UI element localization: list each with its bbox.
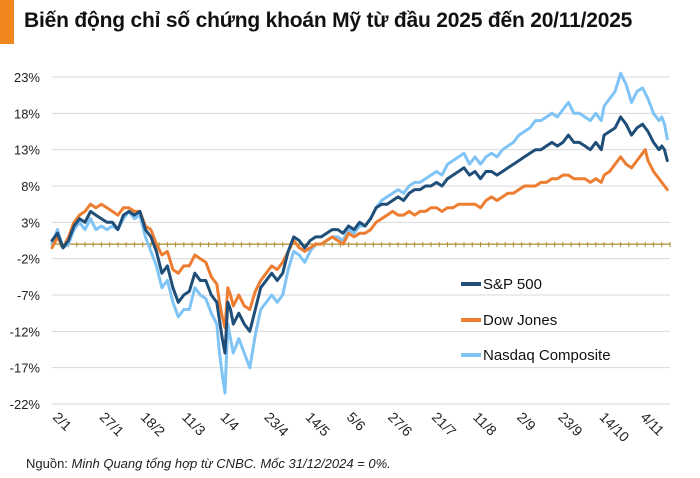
- x-tick-label: 11/3: [179, 409, 209, 439]
- y-tick-label: 13%: [14, 143, 40, 158]
- x-tick-label: 2/1: [50, 409, 75, 434]
- y-tick-label: 8%: [21, 179, 40, 194]
- legend-label: Nasdaq Composite: [483, 347, 611, 364]
- x-axis-ticks: 2/1 27/1 18/2 11/3 1/4 23/4 14/5 5/6 27/6 21/7 11/…: [50, 409, 668, 445]
- gridlines: [52, 76, 670, 405]
- x-tick-label: 27/1: [97, 409, 128, 440]
- y-tick-label: -17%: [10, 361, 41, 376]
- x-tick-label: 21/7: [429, 409, 460, 440]
- x-tick-label: 23/9: [555, 409, 586, 440]
- x-tick-label: 11/8: [470, 409, 500, 439]
- legend-label: Dow Jones: [483, 312, 557, 329]
- series-line-s-p-500: [50, 115, 669, 355]
- x-tick-label: 14/5: [303, 409, 334, 440]
- x-tick-label: 1/4: [217, 409, 242, 434]
- x-tick-label: 14/10: [596, 409, 632, 445]
- y-tick-label: -12%: [10, 324, 41, 339]
- y-tick-label: 23%: [14, 70, 40, 85]
- chart-title: Biến động chỉ số chứng khoán Mỹ từ đầu 2…: [24, 9, 633, 32]
- x-tick-label: 5/6: [344, 409, 369, 434]
- source-prefix: Nguồn:: [26, 456, 72, 471]
- x-tick-label: 18/2: [138, 409, 169, 440]
- x-tick-label: 2/9: [514, 409, 539, 434]
- x-tick-label: 23/4: [261, 409, 292, 440]
- x-tick-label: 27/6: [385, 409, 416, 440]
- y-tick-label: -22%: [10, 397, 41, 412]
- y-tick-label: 18%: [14, 106, 40, 121]
- x-tick-label: 4/11: [638, 409, 668, 439]
- source-note: Nguồn: Minh Quang tổng hợp từ CNBC. Mốc …: [26, 456, 391, 471]
- y-axis-ticks: 23% 18% 13% 8% 3% -2% -7% -12% -17% -22%: [10, 70, 41, 412]
- series-lines: [50, 71, 669, 395]
- title-accent-bar: [0, 0, 14, 44]
- series-line-dow-jones: [50, 148, 669, 330]
- legend-label: S&P 500: [483, 276, 542, 293]
- source-text: Minh Quang tổng hợp từ CNBC. Mốc 31/12/2…: [71, 456, 391, 471]
- y-tick-label: -7%: [17, 288, 41, 303]
- y-tick-label: -2%: [17, 252, 41, 267]
- y-tick-label: 3%: [21, 215, 40, 230]
- legend: S&P 500 Dow Jones Nasdaq Composite: [461, 276, 611, 364]
- series-line-nasdaq-composite: [50, 71, 669, 395]
